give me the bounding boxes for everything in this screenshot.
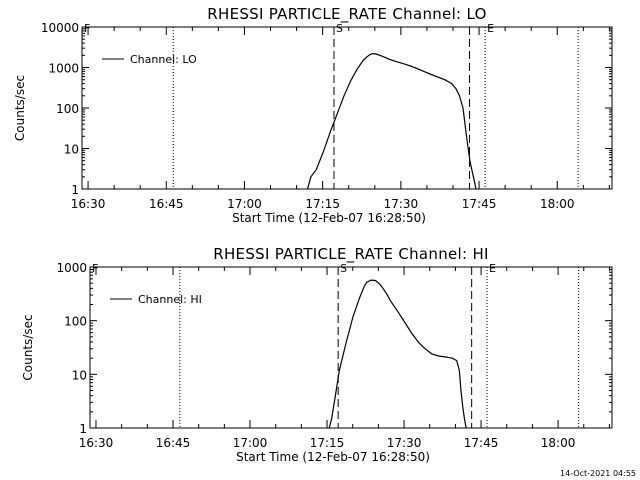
y-tick-label: 1000 [48,62,79,76]
chart-panel-2: RHESSI PARTICLE_RATE Channel: HI 1 10 100 10… [21,245,613,464]
x-tick-label: 17:30 [387,436,422,450]
chart-title: RHESSI PARTICLE_RATE Channel: LO [207,5,486,24]
y-tick-label: 1 [71,183,79,197]
marker-label: F [84,22,90,35]
marker-label: S [336,22,343,35]
x-tick-label: 17:15 [305,197,340,211]
x-tick-label: 16:30 [79,436,114,450]
plot-timestamp: 14-Oct-2021 04:55 [560,469,636,478]
x-tick-label: 17:45 [464,436,499,450]
chart-panel-1: RHESSI PARTICLE_RATE Channel: LO 1 10 100 10… [13,5,613,225]
x-tick-label: 17:00 [233,436,268,450]
marker-label: E [487,22,494,35]
series-line [306,52,477,190]
y-tick-label: 100 [56,102,79,116]
y-axis-label: Counts/sec [21,314,35,380]
plot-frame [81,26,613,190]
marker-label: S [340,262,347,275]
y-tick-label: 1000 [56,261,87,275]
y-tick-label: 1 [79,422,87,436]
x-tick-label: 16:45 [156,436,191,450]
x-tick-label: 17:00 [227,197,262,211]
chart-title: RHESSI PARTICLE_RATE Channel: HI [213,245,489,264]
y-tick-label: 10 [64,143,79,157]
y-tick-label: 10000 [41,21,79,35]
marker-label: F [92,262,98,275]
x-tick-label: 16:30 [71,197,106,211]
x-tick-label: 17:15 [310,436,345,450]
x-axis-label: Start Time (12-Feb-07 16:28:50) [236,450,430,464]
x-tick-label: 17:45 [462,197,497,211]
x-tick-label: 18:00 [540,197,575,211]
marker-label: E [489,262,496,275]
plot-frame [89,266,613,429]
legend-label: Channel: HI [138,293,202,306]
x-tick-label: 16:45 [149,197,184,211]
y-axis-label: Counts/sec [13,75,27,141]
y-tick-label: 100 [64,315,87,329]
series-line [328,279,467,429]
x-axis-label: Start Time (12-Feb-07 16:28:50) [232,211,426,225]
x-tick-label: 17:30 [384,197,419,211]
y-tick-label: 10 [72,368,87,382]
x-tick-label: 18:00 [541,436,576,450]
legend-label: Channel: LO [130,53,197,66]
